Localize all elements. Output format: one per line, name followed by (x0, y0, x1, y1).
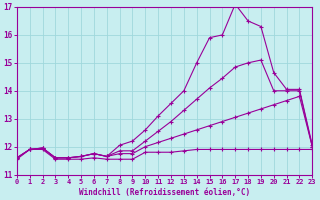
X-axis label: Windchill (Refroidissement éolien,°C): Windchill (Refroidissement éolien,°C) (79, 188, 250, 197)
